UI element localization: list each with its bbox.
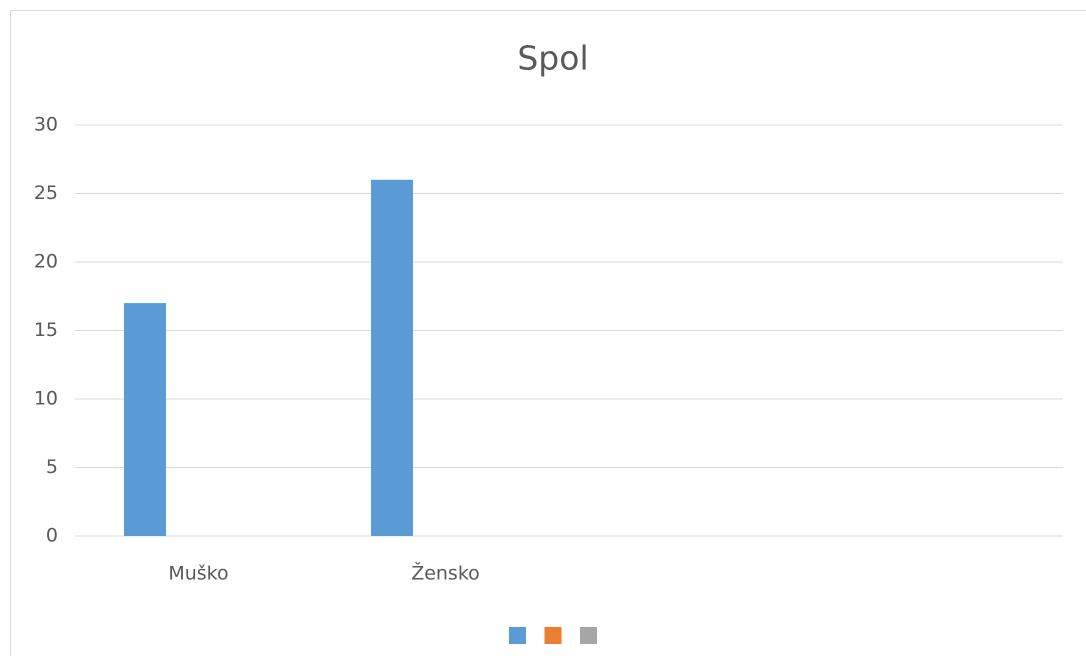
chart-border xyxy=(10,10,1086,656)
bar xyxy=(371,179,413,537)
legend-swatch xyxy=(544,627,562,644)
y-tick-label: 30 xyxy=(34,114,58,136)
x-tick-label: Žensko xyxy=(411,562,480,585)
y-tick-label: 5 xyxy=(46,456,58,478)
bar xyxy=(124,303,166,536)
chart-title: Spol xyxy=(517,39,588,78)
legend-swatch xyxy=(509,627,526,644)
y-tick-label: 25 xyxy=(34,182,58,204)
x-tick-label: Muško xyxy=(168,563,228,585)
y-tick-label: 15 xyxy=(34,319,58,341)
y-tick-label: 0 xyxy=(46,525,58,547)
y-tick-label: 10 xyxy=(34,388,58,410)
y-tick-label: 20 xyxy=(34,251,58,273)
legend-swatch xyxy=(580,627,597,644)
